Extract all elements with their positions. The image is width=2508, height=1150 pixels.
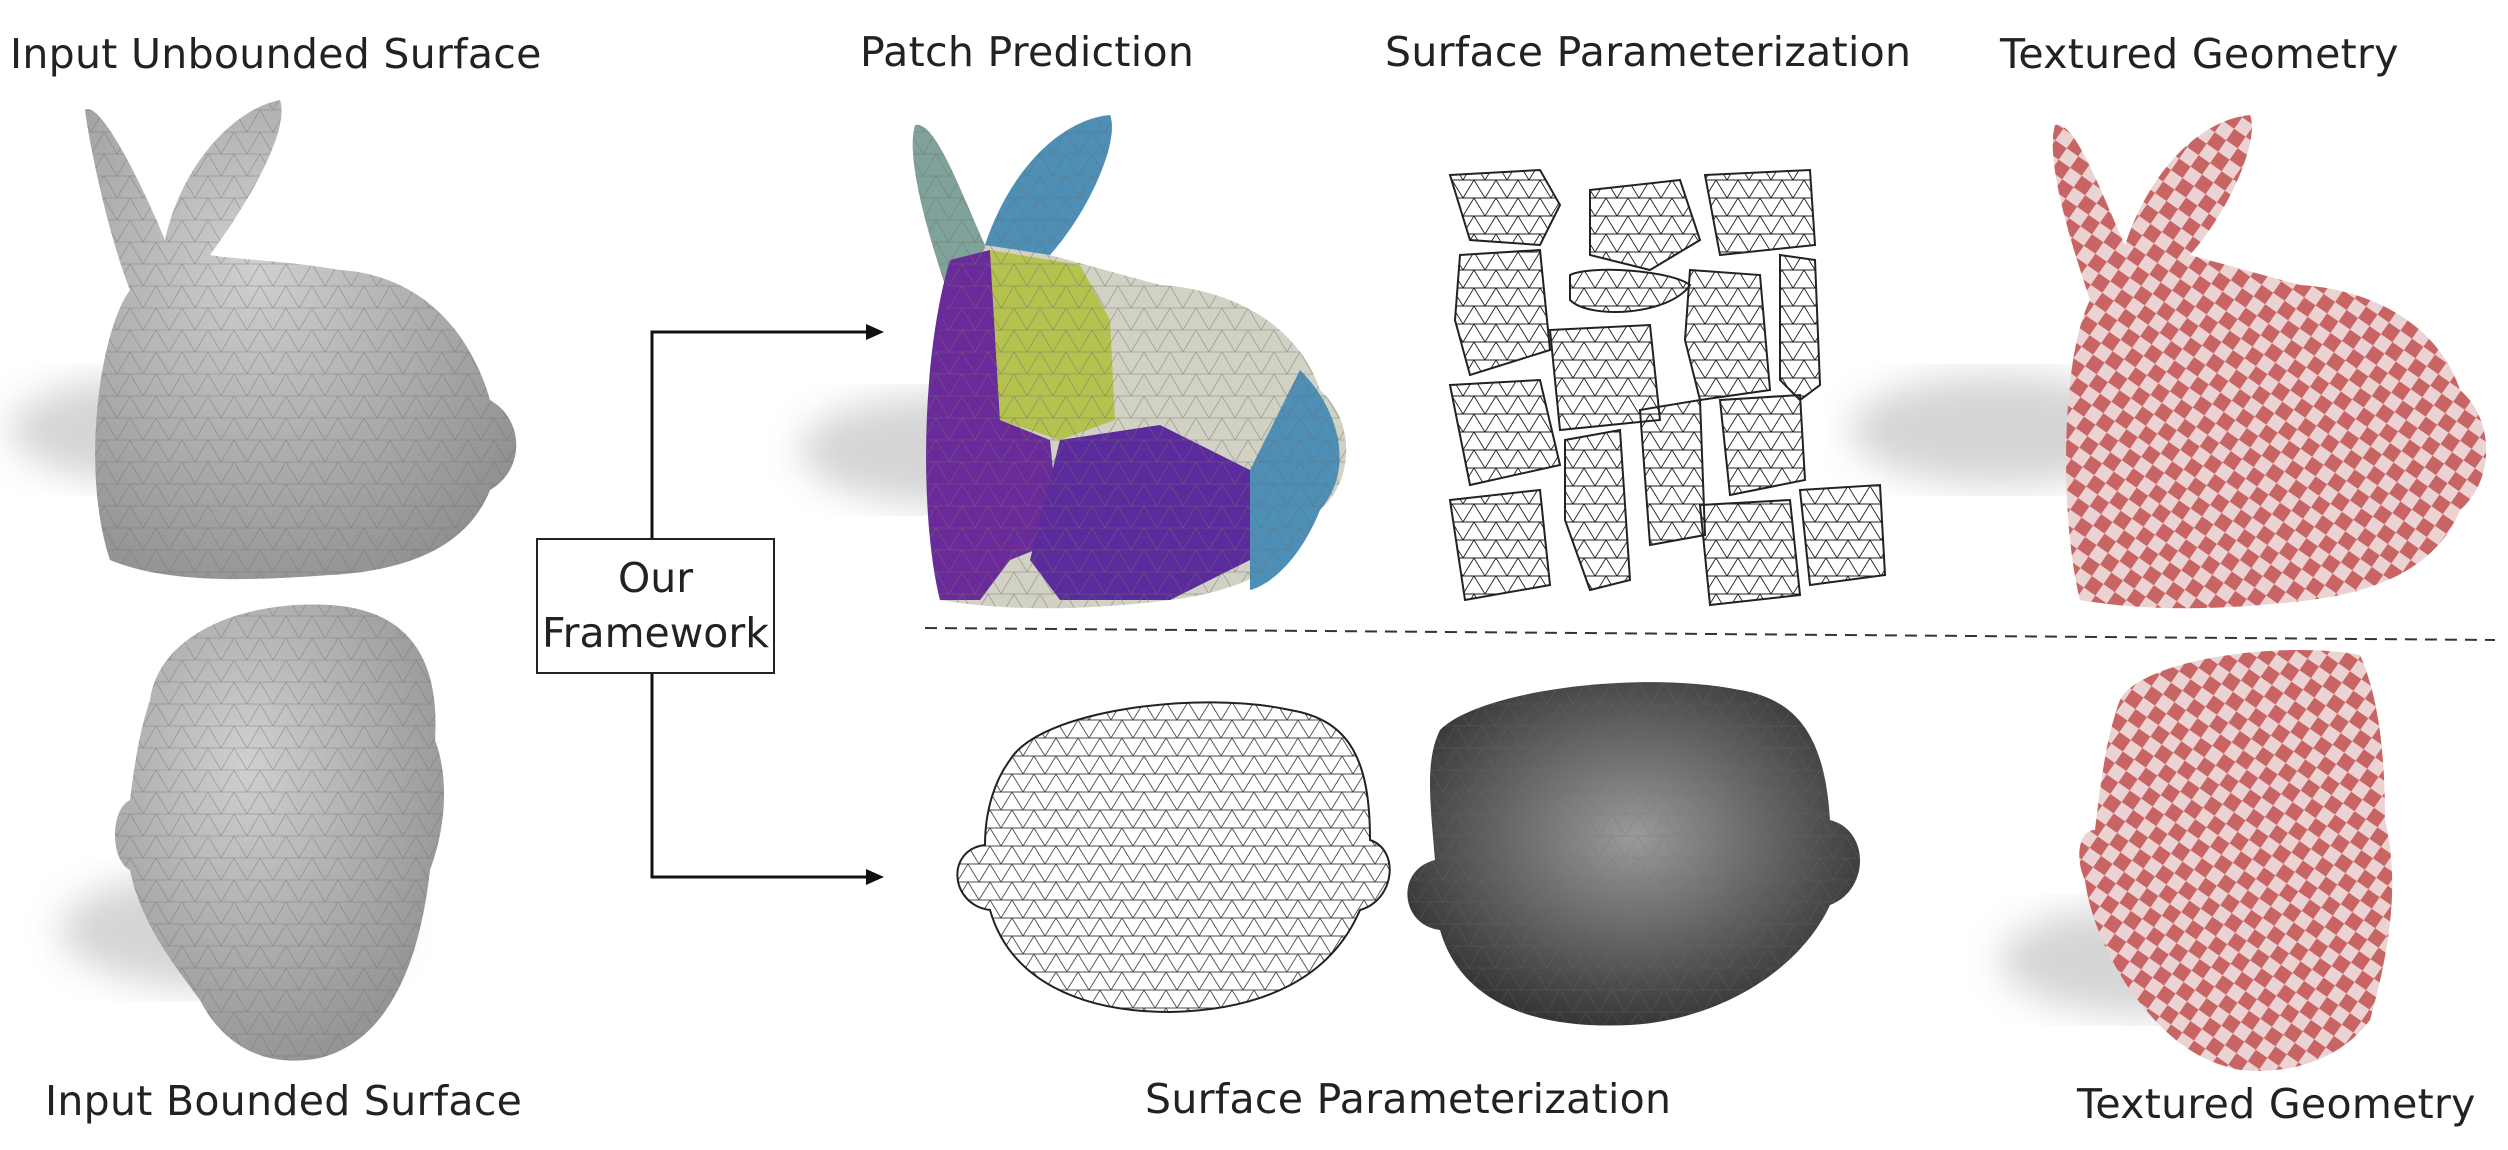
label-surface-param-bottom: Surface Parameterization [1145,1075,1672,1123]
arrow-head-top [866,324,884,340]
dashed-separator [924,627,2496,641]
bunny-mesh-icon [10,100,517,580]
label-input-unbounded: Input Unbounded Surface [10,30,542,78]
label-textured-bottom: Textured Geometry [2077,1080,2476,1128]
label-surface-param-top: Surface Parameterization [1385,28,1912,76]
uv-face-shaded-icon [1407,682,1860,1026]
arrow-head-bottom [866,869,884,885]
head-mesh-icon [60,604,445,1061]
framework-box: Our Framework [536,538,775,674]
framework-line2: Framework [542,609,769,657]
checker-bunny-icon [1850,115,2487,609]
checker-head-icon [2000,650,2393,1071]
framework-line1: Our [617,553,694,602]
uv-face-wireframe-icon [956,701,1391,1014]
label-textured-top: Textured Geometry [2000,30,2399,78]
label-input-bounded: Input Bounded Surface [45,1077,523,1125]
label-patch-prediction: Patch Prediction [860,28,1195,76]
patch-bunny-icon [800,115,1347,609]
uv-patches-icon [1448,168,1887,607]
framework-arrows [650,330,870,879]
